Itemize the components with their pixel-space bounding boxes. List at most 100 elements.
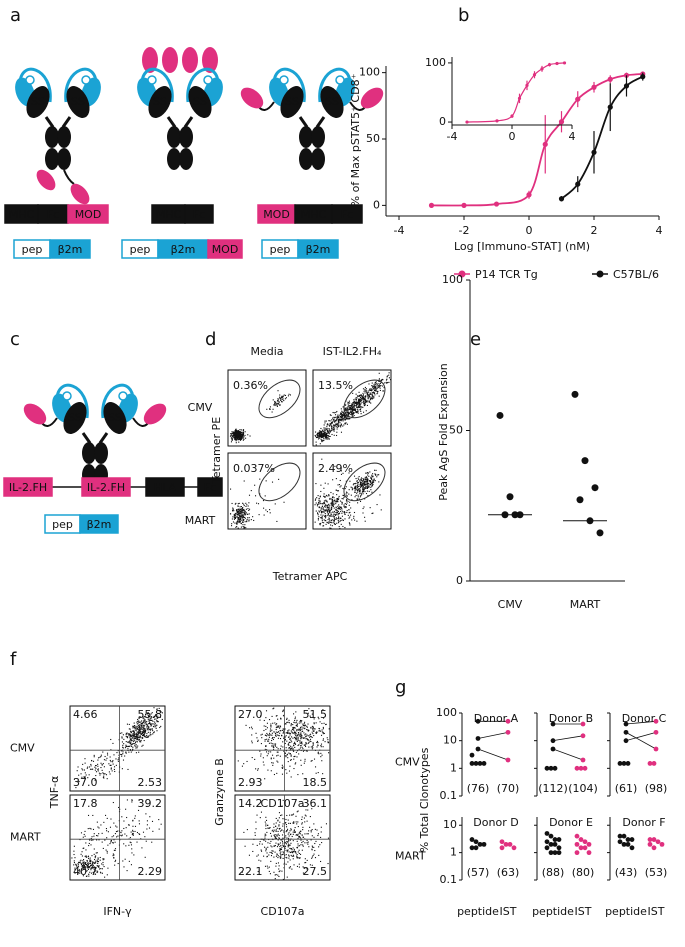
event-dot [135, 740, 137, 742]
event-dot [366, 477, 368, 479]
event-dot [251, 742, 253, 744]
event-dot [100, 762, 102, 764]
fc-domain [299, 126, 313, 148]
event-dot [363, 398, 365, 400]
event-dot [330, 508, 332, 510]
y-tick-label: 10 [443, 818, 457, 831]
event-dot [307, 739, 309, 741]
event-dot [336, 509, 338, 511]
event-dot [294, 827, 296, 829]
event-dot [365, 483, 367, 485]
event-dot [140, 731, 142, 733]
event-dot [282, 853, 284, 855]
event-dot [331, 433, 333, 436]
event-dot [139, 736, 141, 738]
event-dot [364, 498, 366, 500]
event-dot [259, 478, 261, 480]
event-dot [243, 436, 245, 438]
event-dot [341, 503, 343, 505]
event-dot [110, 818, 112, 820]
event-dot [129, 733, 131, 736]
event-dot [367, 479, 369, 481]
column-label: IST-IL2.FH₄ [323, 345, 382, 358]
event-dot [152, 830, 154, 832]
event-dot [359, 490, 361, 492]
y-tick-label: 100 [359, 66, 380, 79]
event-dot [93, 858, 96, 861]
event-dot [229, 513, 232, 515]
event-dot [305, 738, 307, 740]
event-dot [291, 849, 293, 851]
event-dot [89, 857, 91, 859]
event-dot [311, 873, 314, 875]
event-dot [288, 832, 290, 834]
event-dot [352, 416, 354, 418]
event-dot [130, 735, 132, 737]
event-dot [322, 738, 325, 740]
event-dot [285, 856, 287, 859]
event-dot [288, 851, 290, 853]
event-dot [277, 754, 279, 756]
event-dot [242, 433, 244, 435]
event-dot [241, 508, 243, 510]
event-dot [282, 844, 284, 846]
gate-percent: 13.5% [318, 379, 353, 392]
event-dot [78, 862, 80, 864]
event-dot [363, 482, 365, 484]
event-dot [233, 431, 235, 433]
event-dot [301, 737, 303, 739]
event-dot [293, 758, 295, 760]
event-dot [289, 747, 291, 749]
event-dot [371, 385, 373, 387]
event-dot [355, 402, 357, 404]
event-dot [364, 386, 366, 389]
event-dot [308, 830, 310, 832]
event-dot [353, 412, 355, 414]
event-dot [324, 741, 326, 743]
event-dot [259, 750, 261, 752]
event-dot [287, 730, 289, 732]
event-dot [89, 866, 91, 868]
event-dot [246, 521, 248, 523]
event-dot [124, 747, 126, 749]
event-dot [147, 727, 149, 730]
event-dot [388, 377, 390, 379]
event-dot [315, 435, 317, 437]
event-dot [342, 411, 344, 413]
event-dot [363, 411, 365, 413]
event-dot [358, 485, 360, 487]
event-dot [346, 502, 348, 504]
event-dot [282, 767, 284, 769]
event-dot [332, 417, 334, 419]
event-dot [97, 826, 99, 828]
event-dot [288, 744, 290, 746]
quadrant-value: 4.66 [73, 708, 98, 721]
event-dot [269, 408, 271, 410]
event-dot [146, 726, 148, 728]
event-dot [313, 718, 315, 720]
event-dot [311, 745, 314, 747]
event-dot [282, 709, 285, 711]
data-point [623, 83, 630, 89]
event-dot [126, 799, 128, 801]
event-dot [80, 872, 82, 874]
event-dot [306, 738, 308, 740]
event-dot [275, 825, 277, 827]
event-dot [275, 865, 277, 867]
event-dot [87, 868, 90, 870]
event-dot [310, 831, 312, 833]
event-dot [344, 409, 346, 411]
event-dot [328, 510, 330, 512]
event-dot [112, 761, 114, 763]
event-dot [149, 816, 151, 818]
event-dot [103, 766, 105, 768]
event-dot [132, 749, 134, 751]
event-dot [340, 519, 342, 521]
event-dot [92, 768, 94, 770]
event-dot [319, 511, 321, 513]
event-dot [328, 512, 331, 514]
event-dot [87, 865, 89, 867]
event-dot [130, 744, 132, 746]
event-dot [83, 864, 85, 866]
event-dot [327, 739, 329, 741]
